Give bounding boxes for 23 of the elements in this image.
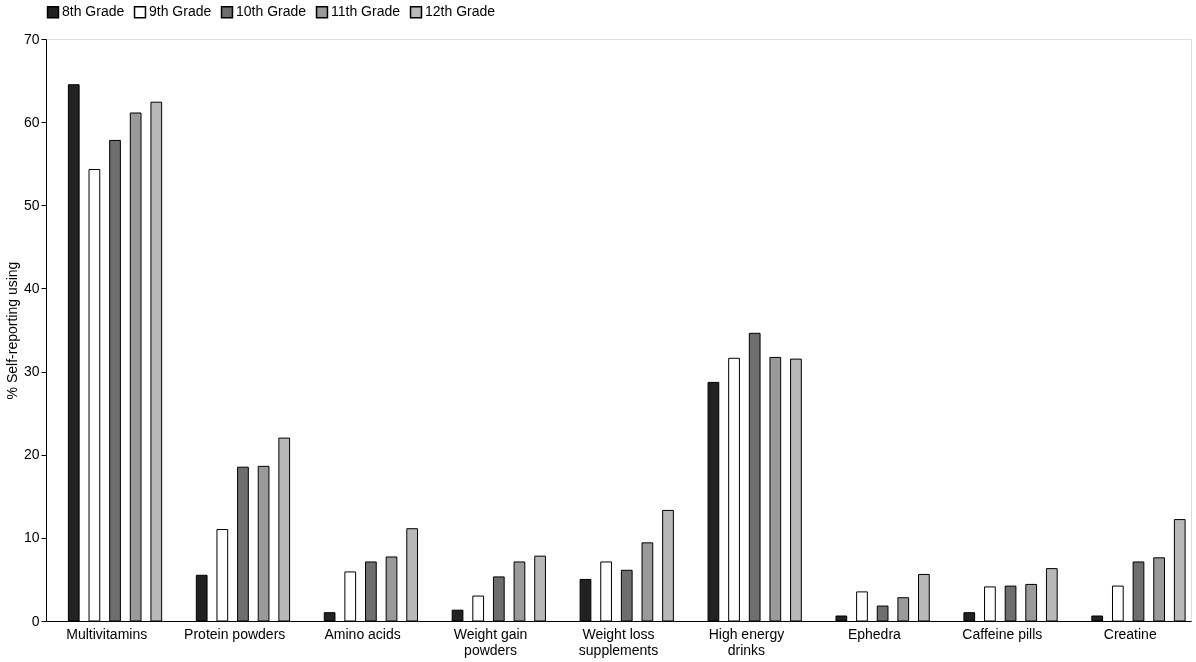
x-tick-label: High energy drinks [708,625,785,658]
x-tick-label: Weight gain powders [453,625,528,658]
x-tick-label: Amino acids [324,625,401,642]
x-tick-label: Ephedra [847,625,902,642]
x-tick-label: Caffeine pills [962,625,1043,642]
y-tick-label: 40 [23,279,40,296]
x-tick-label: Weight loss supplements [578,625,659,658]
y-tick-label: 70 [23,30,40,47]
legend-label: 9th Grade [149,3,212,20]
legend-label: 8th Grade [62,3,125,20]
legend-label: 11th Grade [331,3,401,20]
x-tick-label: Creatine [1103,625,1157,642]
y-tick-label: 30 [23,363,40,380]
x-tick-label: Protein powders [184,625,286,642]
legend-label: 10th Grade [236,3,307,20]
y-tick-label: 10 [23,529,40,546]
x-tick-label: Multivitamins [66,625,148,642]
y-tick-label: 60 [23,113,40,130]
y-tick-label: 50 [23,196,40,213]
legend-label: 12th Grade [425,3,496,20]
y-tick-label: 20 [23,446,40,463]
y-tick-label: 0 [31,612,40,629]
y-axis-title: % Self-reporting using [3,261,20,400]
